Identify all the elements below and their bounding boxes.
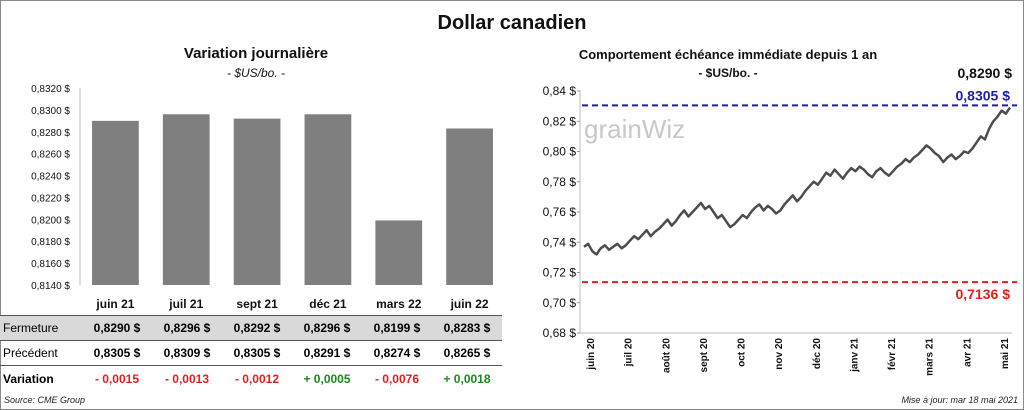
line-x-tick-label: sept 20 [699, 338, 710, 373]
table-cell-change: - 0,0015 [94, 372, 140, 386]
table-cell: 0,8283 $ [443, 321, 491, 335]
bar [92, 120, 139, 285]
table-cell: 0,8291 $ [303, 346, 351, 360]
line-chart: grainWiz 0,68 $0,70 $0,72 $0,74 $0,76 $0… [543, 65, 1017, 376]
line-y-tick-label: 0,84 $ [543, 84, 577, 98]
table-cell: 0,8290 $ [93, 321, 141, 335]
bar-y-tick-label: 0,8300 $ [31, 106, 70, 117]
bar-x-tick-label: mars 22 [376, 297, 422, 311]
bar-chart-y-ticks: 0,8140 $ 0,8160 $ 0,8180 $ 0,8200 $ 0,8220 $… [31, 84, 70, 292]
bar [375, 220, 423, 285]
table-row-variation: Variation - 0,0015 - 0,0013 - 0,0012 + 0… [0, 367, 502, 391]
line-last-value: 0,8290 $ [958, 65, 1013, 81]
bar-y-tick-label: 0,8320 $ [31, 84, 70, 95]
bar-chart-title: Variation journalière [183, 45, 329, 62]
bar-y-tick-label: 0,8200 $ [31, 215, 70, 226]
bar-y-tick-label: 0,8160 $ [31, 259, 70, 270]
bar-x-tick-label: juin 21 [95, 297, 134, 311]
bar [304, 114, 352, 286]
table-cell-change: - 0,0012 [234, 372, 280, 386]
line-chart-watermark: grainWiz [584, 114, 685, 144]
line-ref-low-label: 0,7136 $ [956, 286, 1011, 302]
line-x-tick-label: mars 21 [925, 338, 936, 376]
line-y-tick-label: 0,80 $ [543, 145, 577, 159]
table-cell: 0,8296 $ [303, 321, 351, 335]
bar [446, 128, 493, 285]
line-x-tick-label: févr 21 [887, 338, 898, 371]
line-x-tick-label: mai 21 [1000, 338, 1011, 370]
table-cell: 0,8199 $ [373, 321, 421, 335]
bar-x-tick-label: juil 21 [168, 297, 203, 311]
line-chart-title: Comportement échéance immédiate depuis 1… [578, 47, 878, 62]
source-note: Source: CME Group [4, 395, 86, 405]
line-x-tick-label: avr 21 [962, 338, 973, 367]
line-chart-subtitle: - $US/bo. - [698, 66, 758, 80]
line-x-tick-label: août 20 [661, 338, 672, 373]
line-x-tick-label: déc 20 [812, 338, 823, 370]
bar-x-tick-label: juin 22 [450, 297, 489, 311]
row-label: Fermeture [3, 321, 59, 335]
table-cell: 0,8296 $ [163, 321, 211, 335]
line-x-tick-label: juil 20 [624, 338, 635, 368]
row-label: Précédent [3, 346, 58, 360]
bar-y-tick-label: 0,8240 $ [31, 172, 70, 183]
table-cell: 0,8292 $ [233, 321, 281, 335]
table-cell: 0,8305 $ [233, 346, 281, 360]
bar-x-tick-label: sept 21 [236, 297, 278, 311]
bar-y-tick-label: 0,8180 $ [31, 237, 70, 248]
line-y-tick-label: 0,76 $ [543, 205, 577, 219]
line-x-tick-label: janv 21 [849, 338, 860, 373]
table-cell: 0,8309 $ [163, 346, 211, 360]
bar-y-tick-label: 0,8220 $ [31, 193, 70, 204]
row-label: Variation [3, 372, 54, 386]
line-series-path [583, 106, 1012, 256]
table-row-fermeture: Fermeture 0,8290 $ 0,8296 $ 0,8292 $ 0,8… [0, 315, 502, 341]
bar-chart-subtitle: - $US/bo. - [226, 66, 286, 80]
line-x-tick-label: oct 20 [737, 338, 748, 367]
line-y-tick-label: 0,82 $ [543, 114, 577, 128]
table-cell-change: - 0,0013 [164, 372, 210, 386]
line-ref-high-label: 0,8305 $ [956, 87, 1011, 103]
bar [233, 118, 281, 286]
page-title: Dollar canadien [437, 12, 587, 34]
bar-chart: 0,8140 $ 0,8160 $ 0,8180 $ 0,8200 $ 0,8220 $… [31, 84, 493, 311]
table-row-precedent: Précédent 0,8305 $ 0,8309 $ 0,8305 $ 0,8… [0, 341, 502, 366]
line-chart-x-ticks: juin 20 juil 20 août 20 sept 20 oct 20 nov 20… [586, 338, 1011, 376]
table-cell-change: + 0,0005 [303, 372, 351, 386]
line-y-tick-label: 0,78 $ [543, 175, 577, 189]
bar-chart-bars [92, 114, 493, 286]
bar-y-tick-label: 0,8260 $ [31, 150, 70, 161]
line-y-tick-label: 0,72 $ [543, 266, 577, 280]
line-y-tick-label: 0,74 $ [543, 235, 577, 249]
table-cell-change: + 0,0018 [443, 372, 491, 386]
bar-y-tick-label: 0,8140 $ [31, 281, 70, 292]
table-cell: 0,8265 $ [443, 346, 491, 360]
line-x-tick-label: nov 20 [774, 338, 785, 370]
line-chart-reference-lines [582, 104, 1017, 284]
line-y-tick-label: 0,70 $ [543, 296, 577, 310]
table-cell: 0,8274 $ [373, 346, 421, 360]
bar-x-tick-label: déc 21 [309, 297, 347, 311]
line-chart-y-ticks: 0,68 $ 0,70 $ 0,72 $ 0,74 $ 0,76 $ 0,78 $ 0,80… [543, 84, 580, 340]
table-cell: 0,8305 $ [93, 346, 141, 360]
update-note: Mise à jour: mar 18 mai 2021 [901, 395, 1018, 405]
table-cell-change: - 0,0076 [374, 372, 420, 386]
line-x-tick-label: juin 20 [586, 338, 597, 371]
bar [162, 114, 210, 286]
line-y-tick-label: 0,68 $ [543, 326, 577, 340]
bar-chart-x-ticks: juin 21 juil 21 sept 21 déc 21 mars 22 juin 2… [95, 297, 489, 311]
bar-y-tick-label: 0,8280 $ [31, 128, 70, 139]
